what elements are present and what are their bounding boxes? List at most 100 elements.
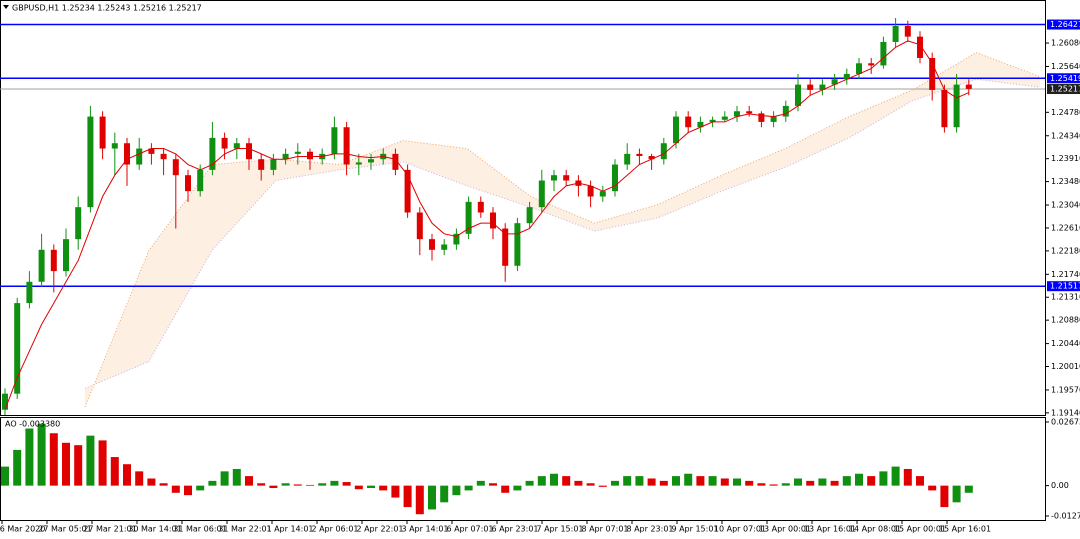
candle-body: [270, 159, 277, 170]
ao-bar: [135, 471, 144, 486]
x-tick-label: 3 Apr 14:01: [401, 525, 448, 534]
candle-body: [246, 143, 252, 160]
y-tick-label: 1.25640: [1051, 62, 1080, 71]
candle-body: [758, 113, 765, 122]
y-tick-label: 1.22610: [1051, 223, 1080, 232]
candle-body: [624, 153, 631, 165]
x-tick-label: 15 Apr 00:01: [894, 525, 946, 534]
x-tick-label: 1 Apr 14:01: [266, 525, 313, 534]
x-tick-label: 13 Apr 00:01: [759, 525, 811, 534]
x-tick-label: 15 Apr 16:01: [939, 525, 991, 534]
ao-bar: [367, 485, 375, 489]
candle-body: [514, 223, 521, 266]
candle-body: [38, 249, 45, 282]
x-tick-label: 2 Apr 22:01: [356, 525, 403, 534]
price-line-label: 1.25217: [1050, 85, 1080, 94]
x-tick-label: 13 Apr 16:01: [804, 525, 856, 534]
candle-body: [660, 143, 667, 160]
candle-body: [258, 159, 265, 170]
y-tick-label: 1.21740: [1051, 270, 1080, 279]
ao-bar: [330, 480, 339, 486]
ao-bar: [635, 476, 644, 486]
y-tick-label: 1.22180: [1051, 246, 1080, 255]
candle-body: [160, 153, 167, 160]
ao-bar: [257, 483, 266, 486]
candle-body: [563, 175, 570, 181]
ao-bar: [171, 485, 180, 493]
ao-bar: [830, 480, 839, 486]
ao-bar: [354, 485, 363, 490]
ao-bar: [879, 471, 888, 486]
ao-bar: [440, 485, 449, 503]
ao-tick-label: 0.026737: [1051, 417, 1080, 426]
candle-body: [599, 191, 606, 197]
candle-body: [282, 153, 289, 160]
candle-body: [770, 116, 777, 122]
candle-body: [136, 148, 143, 165]
candle-body: [465, 201, 472, 234]
candle-body: [648, 156, 655, 160]
x-tick-label: 8 Apr 07:01: [581, 525, 628, 534]
candle-body: [697, 121, 704, 128]
y-tick-label: 1.19570: [1051, 385, 1080, 394]
candle-body: [416, 212, 423, 240]
ao-bar: [598, 485, 607, 487]
ao-bar: [623, 476, 632, 486]
candle-body: [355, 162, 362, 165]
x-tick-label: 2 Apr 06:01: [311, 525, 358, 534]
ao-bar: [147, 478, 156, 486]
level-line-tag: [1047, 73, 1080, 84]
ao-bar: [306, 484, 314, 486]
ao-bar: [110, 457, 119, 486]
ao-bar: [208, 480, 217, 486]
ao-tick-label: -0.012758: [1051, 512, 1080, 521]
title-arrow: [3, 5, 9, 9]
ao-bar: [428, 485, 436, 510]
ao-bar: [501, 485, 510, 493]
y-tick-label: 1.23040: [1051, 201, 1080, 210]
ao-bar: [708, 476, 717, 486]
candle-body: [124, 143, 130, 165]
ao-bar: [537, 476, 546, 486]
ao-bar: [562, 476, 571, 486]
ao-bar: [452, 485, 461, 496]
ao-bar: [489, 483, 497, 486]
candle-body: [709, 119, 716, 122]
ao-bar: [781, 483, 790, 486]
candle-body: [14, 303, 21, 394]
candle-body: [368, 159, 374, 163]
candle-body: [26, 281, 33, 304]
ao-bar: [611, 480, 619, 486]
ao-bar: [940, 485, 949, 508]
candle-body: [197, 169, 204, 192]
candle-body: [953, 84, 960, 128]
x-tick-label: 31 Mar 06:01: [173, 525, 226, 534]
x-tick-label: 31 Mar 22:01: [218, 525, 271, 534]
y-tick-label: 1.24340: [1051, 131, 1080, 140]
candle-body: [795, 84, 801, 106]
level-line-tag: [1047, 19, 1080, 30]
ao-bar: [659, 480, 668, 486]
candle-body: [477, 201, 484, 213]
ao-bar: [733, 478, 741, 486]
ao-bar: [916, 476, 924, 486]
candle-body: [734, 111, 740, 117]
ao-bar: [574, 480, 583, 486]
candle-body: [209, 137, 216, 170]
y-tick-label: 1.23910: [1051, 154, 1080, 163]
ao-bar: [757, 483, 766, 486]
candle-body: [331, 127, 338, 154]
candle-body: [111, 143, 118, 149]
ao-bar: [964, 485, 973, 493]
x-tick-label: 10 Apr 07:01: [714, 525, 766, 534]
level-line-label: 1.21517: [1050, 282, 1080, 291]
ao-bar: [818, 478, 827, 486]
ao-bar: [37, 423, 46, 486]
ao-label: AO -0.003380: [5, 420, 60, 429]
candle-body: [392, 153, 399, 170]
ao-bar: [794, 478, 802, 486]
y-tick-label: 1.20880: [1051, 316, 1080, 325]
ao-bar: [550, 473, 558, 486]
ao-bar: [342, 482, 351, 486]
candle-body: [75, 207, 82, 240]
